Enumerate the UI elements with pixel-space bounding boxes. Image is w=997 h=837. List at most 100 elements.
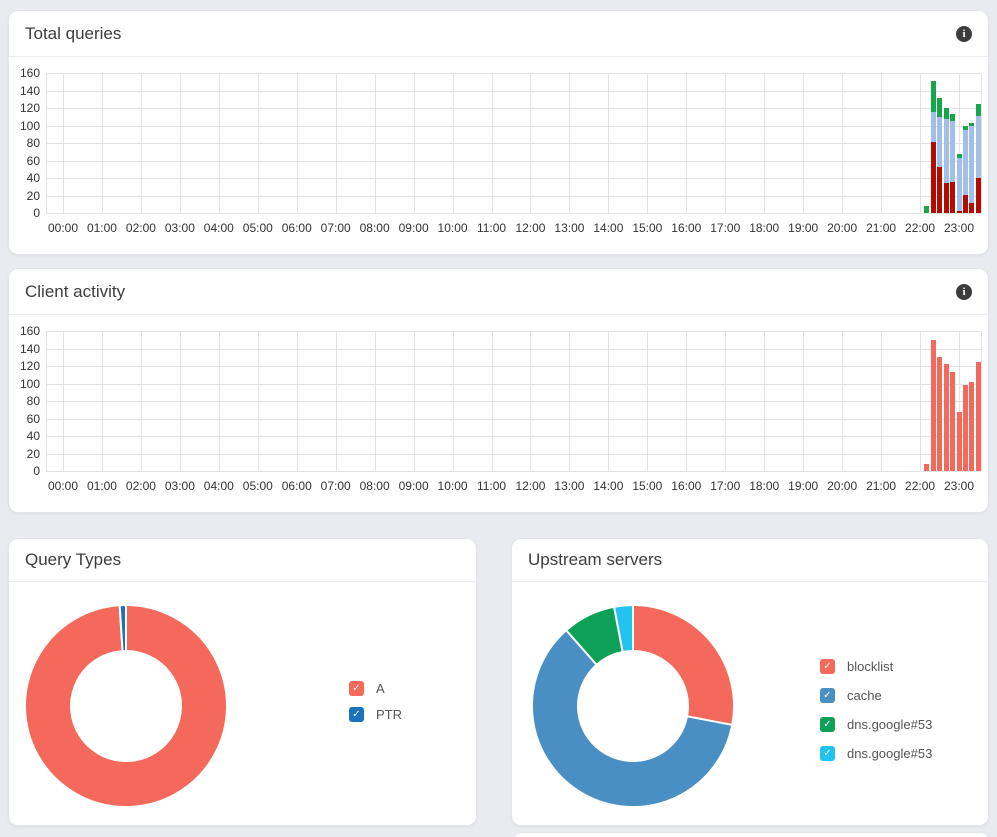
legend-item-dns.google#53[interactable]: ✓ dns.google#53 bbox=[820, 710, 932, 739]
x-gridline bbox=[218, 331, 220, 471]
bar[interactable] bbox=[924, 464, 930, 471]
legend-checkbox-icon: ✓ bbox=[820, 688, 835, 703]
x-axis-tick-label: 12:00 bbox=[515, 479, 546, 493]
bar[interactable] bbox=[969, 381, 975, 471]
y-gridline bbox=[46, 178, 981, 179]
bar[interactable] bbox=[975, 115, 981, 178]
x-gridline bbox=[335, 73, 337, 213]
panel-header: Query Types bbox=[9, 539, 476, 582]
info-icon[interactable]: i bbox=[956, 25, 972, 42]
query-types-donut-chart[interactable] bbox=[23, 603, 229, 809]
x-axis-tick-label: 00:00 bbox=[47, 479, 79, 493]
panel-title: Total queries bbox=[25, 23, 122, 43]
x-gridline bbox=[647, 331, 649, 471]
x-gridline bbox=[296, 73, 298, 213]
y-axis-tick-label: 100 bbox=[19, 376, 40, 391]
bar[interactable] bbox=[969, 126, 975, 204]
x-axis-tick-label: 10:00 bbox=[437, 221, 468, 235]
bar[interactable] bbox=[956, 157, 962, 212]
legend-item-A[interactable]: ✓ A bbox=[349, 675, 402, 701]
bar[interactable] bbox=[956, 211, 962, 213]
x-axis-tick-label: 17:00 bbox=[710, 479, 741, 493]
x-axis-tick-label: 17:00 bbox=[710, 221, 741, 235]
y-axis-tick-label: 60 bbox=[26, 153, 40, 168]
x-gridline bbox=[920, 73, 922, 213]
bar[interactable] bbox=[924, 206, 930, 213]
bar[interactable] bbox=[969, 122, 975, 127]
x-axis-tick-label: 18:00 bbox=[749, 479, 780, 493]
x-gridline bbox=[179, 73, 181, 213]
panel-header: Upstream servers bbox=[512, 539, 988, 582]
bar[interactable] bbox=[950, 372, 956, 471]
legend-checkbox-icon: ✓ bbox=[820, 746, 835, 761]
y-gridline bbox=[46, 348, 981, 350]
bar[interactable] bbox=[943, 364, 949, 471]
bar[interactable] bbox=[943, 119, 949, 184]
panel-header: Total queries i bbox=[9, 11, 988, 57]
donut-slice-dns.google#53[interactable] bbox=[613, 604, 634, 653]
bar[interactable] bbox=[963, 385, 968, 471]
legend-item-blocklist[interactable]: ✓ blocklist bbox=[820, 652, 932, 681]
donut-slice-cache[interactable] bbox=[531, 629, 734, 808]
legend-item-dns.google#53[interactable]: ✓ dns.google#53 bbox=[820, 739, 932, 768]
x-axis-tick-label: 19:00 bbox=[788, 221, 819, 235]
y-axis-tick-label: 140 bbox=[19, 341, 40, 356]
legend-checkbox-icon: ✓ bbox=[349, 680, 364, 696]
upstream-servers-donut-chart[interactable] bbox=[530, 603, 736, 809]
y-gridline bbox=[46, 108, 981, 109]
bar[interactable] bbox=[943, 108, 949, 120]
donut-slice-PTR[interactable] bbox=[118, 604, 127, 653]
x-gridline bbox=[764, 331, 766, 471]
total-queries-chart[interactable]: 0 20 40 60 80 100 120 140 160 00:00 01:00 02:00 03:0… bbox=[9, 57, 988, 249]
client-activity-chart[interactable]: 0 20 40 60 80 100 120 140 160 00:00 01:00 02:00 03:0… bbox=[9, 315, 988, 507]
legend-label: PTR bbox=[376, 706, 402, 722]
bar[interactable] bbox=[950, 121, 956, 182]
bar[interactable] bbox=[963, 129, 968, 195]
x-axis-tick-label: 05:00 bbox=[242, 221, 273, 235]
bar[interactable] bbox=[956, 154, 962, 158]
info-icon[interactable]: i bbox=[956, 283, 972, 300]
legend-item-cache[interactable]: ✓ cache bbox=[820, 681, 932, 710]
bar[interactable] bbox=[975, 103, 981, 116]
x-gridline bbox=[530, 331, 532, 471]
bar[interactable] bbox=[975, 361, 981, 471]
partial-panel bbox=[512, 832, 990, 837]
legend-label: dns.google#53 bbox=[847, 717, 933, 732]
bar[interactable] bbox=[930, 142, 936, 213]
bar[interactable] bbox=[937, 357, 943, 471]
bar[interactable] bbox=[937, 166, 943, 213]
x-axis-tick-label: 16:00 bbox=[671, 479, 702, 493]
y-gridline bbox=[46, 331, 981, 332]
x-gridline bbox=[257, 331, 259, 471]
x-axis-tick-label: 13:00 bbox=[554, 479, 585, 493]
x-axis-tick-label: 06:00 bbox=[281, 221, 312, 235]
bar[interactable] bbox=[975, 178, 981, 213]
bar[interactable] bbox=[969, 203, 975, 213]
bar[interactable] bbox=[930, 112, 936, 143]
x-gridline bbox=[101, 73, 103, 213]
legend-checkbox-icon: ✓ bbox=[820, 717, 835, 732]
x-axis-tick-label: 01:00 bbox=[86, 221, 117, 235]
bar[interactable] bbox=[930, 80, 936, 113]
x-gridline bbox=[920, 331, 922, 471]
bar[interactable] bbox=[937, 98, 943, 117]
legend-item-PTR[interactable]: ✓ PTR bbox=[349, 701, 402, 727]
bar[interactable] bbox=[950, 114, 956, 122]
x-axis-tick-label: 01:00 bbox=[86, 479, 117, 493]
x-gridline bbox=[140, 73, 142, 213]
bar[interactable] bbox=[956, 412, 962, 471]
bar[interactable] bbox=[950, 181, 956, 213]
bar[interactable] bbox=[943, 183, 949, 213]
panel-query-types: Query Types ✓ A ✓ PTR bbox=[8, 538, 477, 826]
y-axis-tick-label: 120 bbox=[19, 359, 40, 373]
donut-slice-A[interactable] bbox=[24, 604, 228, 808]
bar[interactable] bbox=[963, 194, 968, 213]
legend-label: A bbox=[376, 680, 385, 696]
bar[interactable] bbox=[937, 116, 943, 167]
bar[interactable] bbox=[930, 339, 936, 471]
y-axis-tick-label: 20 bbox=[26, 188, 40, 203]
info-icon-glyph: i bbox=[962, 285, 966, 298]
donut-slice-blocklist[interactable] bbox=[632, 604, 735, 726]
y-gridline bbox=[46, 90, 981, 92]
bar[interactable] bbox=[963, 126, 968, 130]
